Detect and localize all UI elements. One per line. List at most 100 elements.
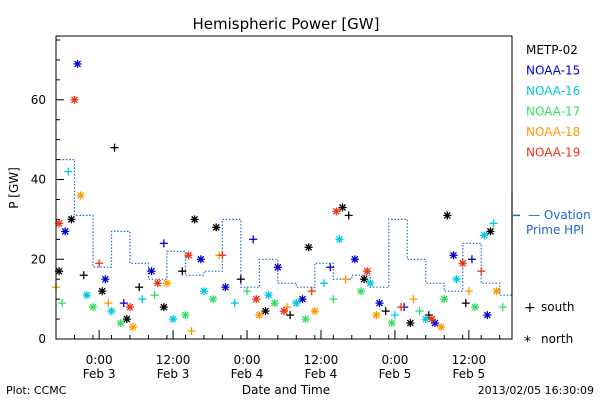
south-point [236, 275, 245, 284]
x-tick-label-date: Feb 4 [305, 367, 338, 381]
north-point [181, 311, 190, 320]
north-point [406, 319, 415, 328]
marker-stroke [388, 319, 396, 327]
north-point [458, 259, 467, 268]
north-point [471, 303, 480, 312]
marker-stroke [67, 215, 75, 223]
legend-entry: NOAA-16 [526, 84, 580, 98]
south-point [381, 307, 390, 316]
x-tick-label-date: Feb 5 [453, 367, 486, 381]
south-point [461, 299, 470, 308]
marker-stroke [55, 267, 63, 275]
north-point [350, 255, 359, 264]
south-point [119, 299, 128, 308]
north-point [147, 267, 156, 276]
marker-stroke [332, 207, 340, 215]
south-point [286, 311, 295, 320]
marker-stroke [302, 315, 310, 323]
south-point [150, 291, 159, 300]
marker-stroke [339, 203, 347, 211]
north-point [292, 299, 301, 308]
marker-stroke [357, 287, 365, 295]
north-point [310, 307, 319, 316]
north-point [88, 303, 97, 312]
south-point [110, 143, 119, 152]
south-point [159, 239, 168, 248]
x-tick-label-time: 0:00 [86, 353, 113, 367]
north-point [61, 227, 70, 236]
south-point [138, 295, 147, 304]
marker-stroke [422, 315, 430, 323]
north-point [449, 251, 458, 260]
south-point [464, 287, 473, 296]
north-point [98, 287, 107, 296]
north-point [372, 311, 381, 320]
north-point [153, 279, 162, 288]
south-point [341, 275, 350, 284]
marker-stroke [61, 227, 69, 235]
ovation-label-line2: Prime HPI [526, 223, 584, 237]
marker-stroke [271, 299, 279, 307]
south-point [489, 219, 498, 228]
marker-stroke [406, 319, 414, 327]
north-point [452, 275, 461, 284]
south-point [390, 311, 399, 320]
x-tick-label-time: 0:00 [381, 353, 408, 367]
marker-stroke [221, 283, 229, 291]
marker-stroke [77, 192, 85, 199]
north-point [209, 295, 218, 304]
ovation-step-line [56, 159, 513, 296]
south-point [326, 263, 335, 272]
south-point [249, 235, 258, 244]
north-point [486, 227, 495, 236]
north-point [375, 299, 384, 308]
plot-timestamp: 2013/02/05 16:30:09 [478, 384, 594, 397]
north-point [221, 283, 230, 292]
marker-stroke [443, 211, 451, 219]
north-point [357, 287, 366, 296]
marker-stroke [363, 267, 371, 275]
marker-stroke [311, 307, 319, 315]
south-point [307, 287, 316, 296]
marker-stroke [372, 311, 380, 319]
north-point [298, 295, 307, 304]
marker-stroke [197, 255, 205, 263]
south-point [415, 307, 424, 316]
south-point [477, 267, 486, 276]
north-point [273, 263, 282, 272]
north-point [264, 291, 273, 300]
north-point [483, 311, 492, 320]
north-point [338, 203, 347, 212]
marker-stroke [351, 255, 359, 263]
x-tick-label-time: 12:00 [156, 353, 191, 367]
marker-stroke [191, 215, 199, 223]
south-point [344, 211, 353, 220]
south-point [79, 271, 88, 280]
south-key-label: south [541, 300, 575, 314]
south-point [467, 255, 476, 264]
ovation-hpi-line [56, 159, 520, 296]
north-point [280, 307, 288, 316]
x-tick-label-time: 12:00 [304, 353, 339, 367]
north-point [196, 255, 205, 264]
y-tick-label: 20 [31, 252, 46, 266]
north-point [70, 95, 79, 104]
north-point [67, 215, 76, 224]
south-point [187, 327, 196, 336]
marker-stroke [280, 307, 288, 315]
south-point [178, 267, 187, 276]
south-point [320, 279, 329, 288]
legend-entry: NOAA-17 [526, 105, 580, 119]
marker-stroke [107, 307, 115, 315]
marker-stroke [181, 311, 189, 319]
marker-stroke [274, 263, 282, 271]
north-point [366, 279, 375, 288]
north-point [427, 315, 436, 324]
marker-stroke [449, 251, 457, 259]
marker-stroke [255, 311, 263, 319]
south-point [95, 259, 104, 268]
marker-stroke [335, 235, 343, 243]
legend-entry: NOAA-15 [526, 64, 580, 78]
